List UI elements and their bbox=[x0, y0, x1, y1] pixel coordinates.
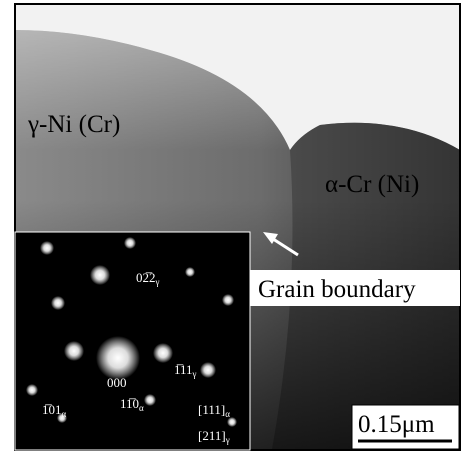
diffraction-spot bbox=[96, 336, 140, 380]
scale-label: 0.15μm bbox=[358, 411, 435, 438]
miller-index: 02̅2 bbox=[136, 270, 156, 285]
miller-index: 11̅0 bbox=[120, 396, 139, 411]
diffraction-spot bbox=[26, 384, 38, 396]
diffraction-inset bbox=[15, 232, 250, 450]
micrograph: γ-Ni (Cr) α-Cr (Ni) Grain boundary 02̅2γ… bbox=[0, 0, 466, 458]
diffraction-spot bbox=[40, 241, 54, 255]
miller-index: 000 bbox=[107, 375, 127, 390]
diffraction-spot bbox=[90, 265, 110, 285]
phase-subscript: γ bbox=[155, 277, 160, 287]
phase-subscript: γ bbox=[192, 369, 197, 379]
diffraction-spot bbox=[124, 237, 136, 249]
phase-label: α-Cr (Ni) bbox=[325, 171, 419, 198]
diffraction-spot bbox=[200, 362, 216, 378]
miller-index: 1̅01 bbox=[42, 402, 62, 417]
phase-subscript: γ bbox=[225, 435, 230, 445]
diffraction-spot bbox=[144, 394, 156, 406]
diffraction-label: 000 bbox=[107, 375, 127, 390]
boundary-label: Grain boundary bbox=[258, 276, 416, 303]
phase-subscript: α bbox=[139, 403, 144, 413]
miller-index: [211] bbox=[198, 428, 226, 443]
diffraction-spot bbox=[51, 296, 65, 310]
miller-index: [111] bbox=[198, 402, 225, 417]
diffraction-spot bbox=[153, 343, 173, 363]
phase-label: γ-Ni (Cr) bbox=[27, 111, 120, 138]
phase-subscript: α bbox=[62, 409, 67, 419]
diffraction-label: [211]γ bbox=[198, 428, 230, 445]
miller-index: 1̅11 bbox=[174, 362, 193, 377]
diffraction-spot bbox=[185, 267, 195, 277]
diffraction-spot bbox=[64, 341, 84, 361]
phase-subscript: α bbox=[225, 409, 230, 419]
diffraction-spot bbox=[222, 294, 234, 306]
